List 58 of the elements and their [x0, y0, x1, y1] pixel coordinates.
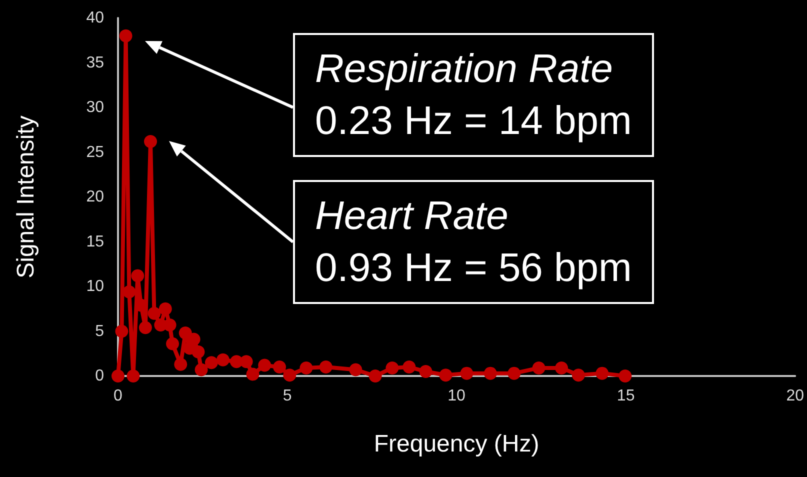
point — [194, 363, 208, 376]
point — [258, 358, 272, 372]
point — [119, 29, 132, 42]
point — [138, 321, 152, 334]
point — [240, 355, 253, 368]
point — [158, 302, 172, 316]
point — [386, 361, 399, 374]
point — [187, 332, 200, 346]
y-tick-label: 40 — [86, 10, 104, 26]
point — [166, 337, 180, 350]
point — [131, 269, 144, 282]
y-tick-label: 25 — [86, 144, 104, 161]
point — [419, 365, 432, 378]
point — [283, 368, 296, 382]
point — [246, 368, 260, 381]
point — [122, 285, 136, 298]
point — [460, 366, 474, 380]
y-tick-label: 30 — [86, 99, 104, 116]
point — [192, 345, 205, 358]
x-tick-label: 15 — [616, 388, 635, 404]
point — [368, 370, 382, 382]
point — [484, 366, 497, 380]
x-tick-label: 20 — [786, 388, 804, 404]
x-tick-label: 10 — [448, 388, 466, 404]
x-tick-label: 0 — [114, 388, 123, 404]
y-tick-label: 15 — [86, 233, 104, 250]
y-tick-label: 20 — [86, 188, 104, 206]
y-tick-label: 0 — [95, 368, 104, 384]
point — [532, 361, 546, 374]
y-tick-label: 10 — [86, 278, 104, 295]
point — [216, 353, 230, 366]
point — [144, 135, 157, 148]
point — [174, 358, 188, 371]
point — [618, 370, 632, 382]
point — [126, 370, 140, 382]
point — [555, 361, 568, 374]
point — [112, 370, 124, 382]
point — [508, 366, 521, 380]
point — [402, 360, 416, 374]
point — [148, 306, 161, 320]
point — [163, 318, 176, 332]
point — [572, 368, 585, 382]
point — [273, 360, 286, 374]
point — [596, 366, 609, 380]
point — [439, 368, 452, 382]
point — [319, 360, 332, 374]
x-tick-label: 5 — [282, 388, 292, 404]
y-tick-label: 35 — [86, 54, 104, 72]
point — [115, 324, 128, 338]
annotation: Respiration Rate 0.23 Hz = 14 bpm — [315, 46, 632, 145]
point — [204, 356, 218, 370]
y-axis-title: Signal Intensity — [12, 116, 40, 278]
point — [300, 361, 313, 374]
point — [178, 326, 192, 340]
y-tick-label: 5 — [95, 322, 104, 340]
point — [349, 363, 362, 376]
x-axis-title: Frequency (Hz) — [374, 430, 540, 458]
annotation: Heart Rate 0.93 Hz = 56 bpm — [315, 193, 632, 292]
